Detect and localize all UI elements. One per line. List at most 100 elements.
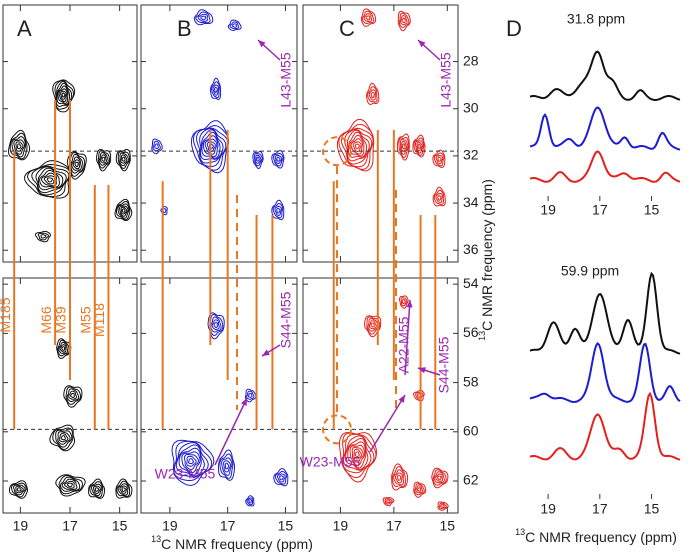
contour <box>99 154 108 164</box>
x-tick-label: 19 <box>540 202 556 218</box>
x-tick-label: 19 <box>13 518 29 534</box>
contour <box>119 205 129 217</box>
isotope: 13 <box>515 527 525 537</box>
contour <box>57 431 71 445</box>
contour <box>199 128 227 164</box>
arrow-head <box>258 40 266 48</box>
axis-text: C NMR frequency (ppm) <box>525 529 677 545</box>
contour <box>274 470 288 485</box>
arrow-head <box>406 300 413 308</box>
contour <box>16 487 22 492</box>
arrow-head <box>241 398 247 406</box>
spectrum-trace <box>529 342 681 404</box>
contour <box>66 482 73 488</box>
contour <box>340 127 374 168</box>
contour <box>432 186 446 207</box>
dashed-circle <box>322 136 352 167</box>
assignment-label: M66 <box>38 306 54 333</box>
contour <box>347 131 368 158</box>
contour <box>115 148 131 172</box>
contour <box>413 389 425 402</box>
contour <box>223 460 232 473</box>
contour <box>117 151 131 170</box>
contour <box>49 424 76 452</box>
contour <box>417 487 422 492</box>
contour <box>398 136 410 159</box>
contour <box>414 483 425 496</box>
contour <box>402 143 406 150</box>
contour <box>89 481 104 498</box>
contour <box>98 152 109 166</box>
contour <box>173 440 213 481</box>
contour <box>88 478 106 499</box>
x-tick-label: 15 <box>278 518 294 534</box>
contour <box>433 189 444 205</box>
annotation: W23-M55 <box>300 454 361 470</box>
contour <box>433 471 445 484</box>
contour <box>46 177 54 183</box>
contour <box>116 200 131 221</box>
contour <box>66 150 87 180</box>
contour <box>366 316 381 335</box>
contour <box>432 469 447 486</box>
contour <box>246 497 254 506</box>
contour <box>90 483 103 497</box>
contour <box>59 476 81 492</box>
y-tick-label: 36 <box>463 241 479 257</box>
contour <box>221 457 233 476</box>
contour <box>360 8 377 27</box>
contour <box>415 485 424 494</box>
contour <box>273 468 289 487</box>
contour <box>121 487 126 492</box>
contour <box>61 478 78 490</box>
contour <box>195 11 211 24</box>
contour <box>413 481 427 498</box>
contour <box>274 155 283 165</box>
contour <box>37 232 50 241</box>
contour <box>336 118 375 172</box>
contour <box>24 160 72 199</box>
contour <box>361 10 375 25</box>
contour <box>178 447 202 476</box>
dashed-circle <box>322 414 352 445</box>
contour <box>15 485 24 494</box>
contour <box>190 120 230 174</box>
contour <box>400 140 407 152</box>
contour <box>196 127 229 168</box>
panel-label: A <box>17 16 32 41</box>
contour <box>363 13 373 23</box>
contour <box>183 453 199 471</box>
contour <box>193 9 214 26</box>
contour <box>346 129 370 162</box>
contour <box>400 15 408 26</box>
x-tick-label: 15 <box>112 518 128 534</box>
contour <box>57 339 70 357</box>
contour <box>26 163 71 198</box>
panel-frame <box>302 4 459 263</box>
contour <box>61 346 66 351</box>
contour <box>370 92 375 99</box>
isotope: 13 <box>151 534 161 544</box>
contour <box>119 485 128 494</box>
contour <box>197 13 209 22</box>
contour <box>59 344 67 353</box>
contour <box>10 482 27 498</box>
contour <box>34 230 51 243</box>
panel-frame <box>302 277 459 514</box>
arrow-head <box>398 395 405 403</box>
contour <box>246 390 255 400</box>
contour <box>94 487 100 492</box>
spectrum-trace <box>529 50 681 101</box>
contour <box>55 474 86 497</box>
x-tick-label: 19 <box>162 518 178 534</box>
slice-label: 31.8 ppm <box>567 11 625 27</box>
contour <box>71 156 82 171</box>
contour <box>272 202 284 219</box>
x-tick-label: 17 <box>592 202 608 218</box>
contour <box>391 463 409 491</box>
contour <box>396 475 402 481</box>
contour <box>440 504 445 508</box>
contour <box>154 143 159 150</box>
contour <box>393 469 405 486</box>
contour <box>188 458 195 465</box>
